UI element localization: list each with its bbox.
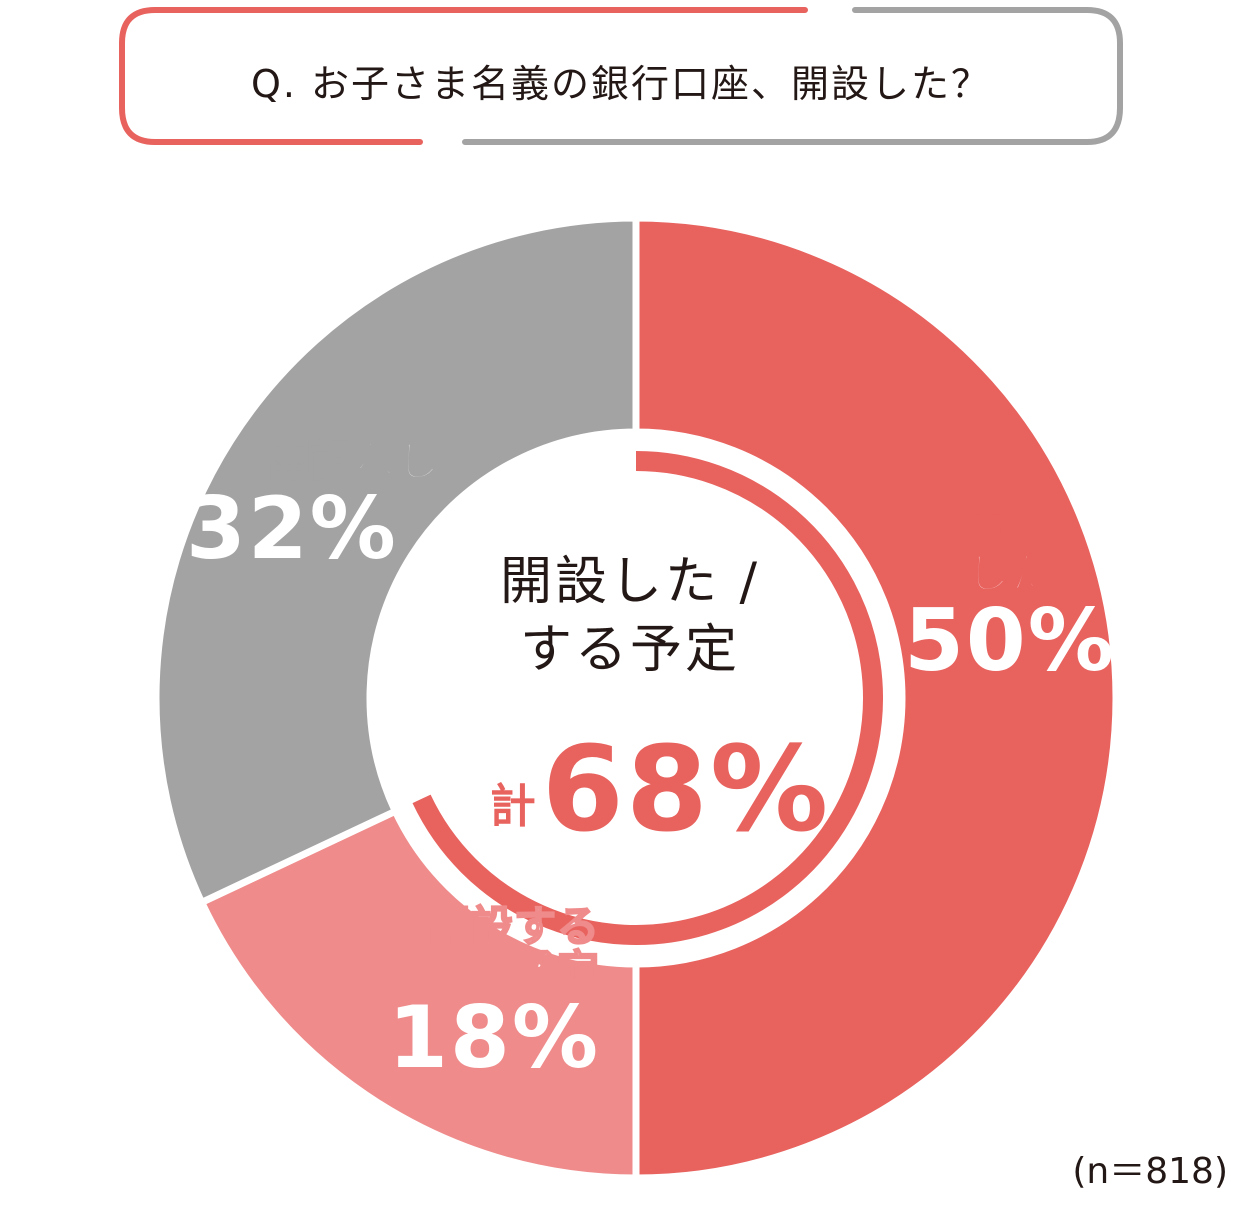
label-planned-name-2: 予定 bbox=[513, 946, 600, 996]
question-box-frame-gray bbox=[462, 7, 1123, 145]
question-box-frame-pink bbox=[119, 7, 808, 145]
combined-arc bbox=[412, 451, 883, 945]
label-none: 開設なし 32% bbox=[186, 437, 441, 580]
center-label: 開設した / する予定 bbox=[420, 548, 840, 684]
label-planned: 開設する 予定 18% bbox=[270, 902, 600, 1089]
center-label-line1: 開設した / bbox=[499, 552, 761, 612]
label-opened-name-1: 開設 bbox=[966, 505, 1053, 554]
question-title: Q. お子さま名義の銀行口座、開設した？ bbox=[250, 61, 992, 106]
label-none-value: 32% bbox=[186, 479, 398, 580]
center-label-line2: する予定 bbox=[519, 620, 740, 680]
label-planned-name-1: 開設する bbox=[427, 902, 600, 951]
label-planned-value: 18% bbox=[388, 988, 600, 1089]
sample-size: (n＝818) bbox=[1072, 1151, 1228, 1192]
center-total: 計68% bbox=[460, 720, 860, 858]
label-none-name: 開設なし bbox=[267, 437, 441, 486]
label-opened-name-2: した bbox=[966, 549, 1053, 599]
label-opened-value: 50% bbox=[904, 591, 1116, 692]
center-total-prefix: 計 bbox=[489, 779, 536, 833]
center-total-value: 68% bbox=[541, 720, 831, 858]
label-opened: 開設 した 50% bbox=[900, 505, 1120, 692]
center-disc bbox=[370, 432, 902, 964]
question-box bbox=[119, 7, 1123, 145]
